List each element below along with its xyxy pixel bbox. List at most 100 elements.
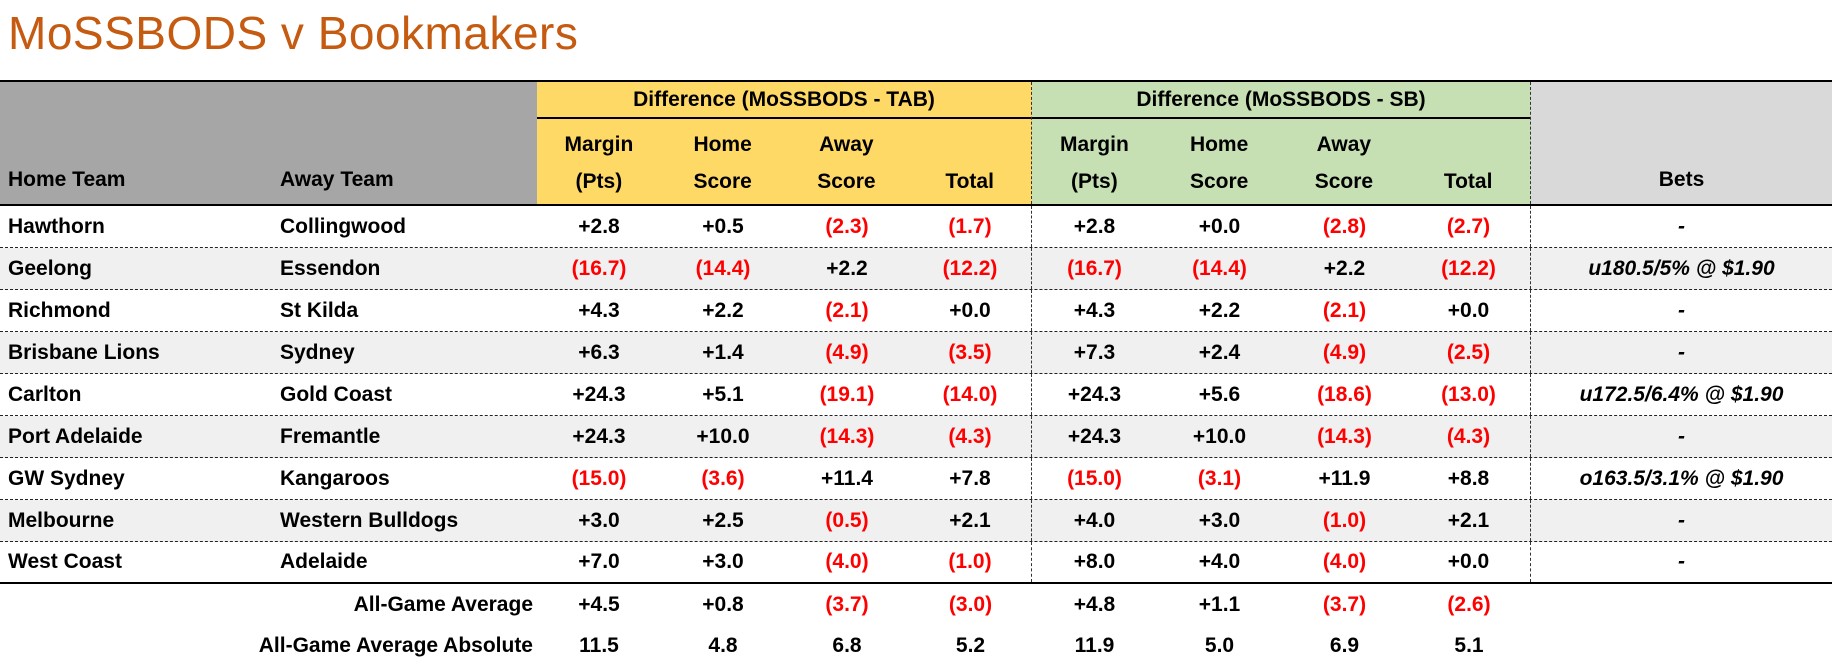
summary-row-average: All-Game Average +4.5 +0.8 (3.7) (3.0) +… (0, 584, 1832, 625)
tab-total-cell: +7.8 (909, 458, 1032, 499)
tab-subheaders: Margin (Pts) Home Score Away Score Total (537, 119, 1031, 204)
away-team-cell: St Kilda (280, 298, 359, 322)
tab-away-score-cell: +11.4 (821, 466, 873, 490)
column-header-tab-home-score: Home Score (693, 133, 752, 193)
sb-away-score-cell: (4.0) (1322, 550, 1367, 573)
sb-total-cell: (4.3) (1407, 416, 1531, 457)
column-header-tab-total: Total (945, 170, 994, 193)
tab-away-score-cell: (19.1) (819, 382, 875, 406)
page-title: MoSSBODS v Bookmakers (8, 7, 579, 59)
home-team-cell: Richmond (8, 298, 111, 322)
home-team-cell: Melbourne (8, 508, 115, 532)
table-row: Melbourne Western Bulldogs +3.0 +2.5 (0.… (0, 500, 1832, 542)
sb-home-score-cell: +10.0 (1192, 424, 1247, 448)
sb-total-avg: (2.6) (1447, 592, 1491, 616)
away-team-cell: Fremantle (280, 424, 381, 448)
comparison-table: Home Team Away Team Difference (MoSSBODS… (0, 80, 1832, 666)
tab-margin-cell: +24.3 (572, 382, 626, 406)
sb-away-score-cell: (2.1) (1322, 298, 1367, 322)
bets-cell: u172.5/6.4% @ $1.90 (1579, 382, 1784, 406)
sb-margin-cell: +7.3 (1073, 340, 1116, 364)
home-team-cell: Brisbane Lions (8, 340, 160, 364)
sb-margin-cell: +2.8 (1073, 214, 1116, 238)
sb-margin-avg-abs: 11.9 (1074, 633, 1115, 657)
home-team-cell: Carlton (8, 382, 82, 406)
tab-total-cell: (1.0) (909, 542, 1032, 582)
home-team-cell: Hawthorn (8, 214, 105, 238)
bets-cell: - (1678, 214, 1685, 238)
sb-total-cell: (12.2) (1407, 248, 1531, 289)
away-team-cell: Western Bulldogs (280, 508, 459, 532)
summary-label: All-Game Average (353, 592, 533, 616)
tab-total-avg: (3.0) (948, 592, 993, 616)
sb-away-score-cell: (4.9) (1322, 340, 1367, 364)
tab-margin-cell: +6.3 (578, 340, 620, 364)
tab-total-avg-abs: 5.2 (955, 633, 986, 657)
tab-home-score-cell: (14.4) (695, 256, 751, 280)
table-row: Port Adelaide Fremantle +24.3 +10.0 (14.… (0, 416, 1832, 458)
column-header-sb-total: Total (1443, 170, 1493, 193)
sb-subheaders: Margin (Pts) Home Score Away Score Total (1032, 119, 1530, 204)
bets-cell: - (1678, 508, 1685, 532)
tab-away-score-cell: (2.3) (825, 214, 869, 238)
bets-cell-empty (1531, 584, 1832, 625)
sb-away-score-avg-abs: 6.9 (1329, 633, 1360, 657)
table-row: Brisbane Lions Sydney +6.3 +1.4 (4.9) (3… (0, 332, 1832, 374)
header-group-sb: Difference (MoSSBODS - SB) Margin (Pts) … (1032, 82, 1531, 204)
tab-home-score-cell: +0.5 (702, 214, 744, 238)
tab-margin-avg-abs: 11.5 (579, 633, 619, 657)
sb-away-score-cell: (18.6) (1317, 382, 1372, 406)
sb-total-cell: (2.5) (1407, 332, 1531, 373)
tab-total-cell: (1.7) (909, 206, 1032, 247)
sb-home-score-cell: +2.4 (1198, 340, 1241, 364)
sb-margin-cell: +24.3 (1067, 382, 1122, 406)
column-header-sb-margin: Margin (Pts) (1059, 133, 1129, 193)
sb-total-cell: +2.1 (1407, 500, 1531, 541)
tab-margin-cell: +24.3 (572, 424, 626, 448)
tab-margin-cell: (15.0) (571, 466, 627, 490)
tab-away-score-cell: (14.3) (819, 424, 875, 448)
summary-row-average-absolute: All-Game Average Absolute 11.5 4.8 6.8 5… (0, 625, 1832, 666)
sb-margin-cell: (16.7) (1067, 256, 1122, 280)
bets-cell-empty (1531, 625, 1832, 666)
sb-home-score-avg: +1.1 (1198, 592, 1241, 616)
column-header-away-team: Away Team (280, 168, 394, 191)
sb-group-title: Difference (MoSSBODS - SB) (1032, 82, 1530, 119)
tab-home-score-cell: +10.0 (696, 424, 750, 448)
home-team-cell: West Coast (8, 550, 122, 573)
tab-total-cell: +0.0 (909, 290, 1032, 331)
sb-home-score-cell: (3.1) (1197, 466, 1242, 490)
sb-home-score-cell: (14.4) (1192, 256, 1247, 280)
home-team-cell: Geelong (8, 256, 93, 280)
sb-home-score-cell: +4.0 (1198, 550, 1241, 573)
sb-home-score-cell: +3.0 (1198, 508, 1241, 532)
bets-cell: o163.5/3.1% @ $1.90 (1579, 466, 1784, 490)
away-team-cell: Essendon (280, 256, 381, 280)
bets-cell: - (1678, 340, 1685, 364)
home-team-cell: Port Adelaide (8, 424, 143, 448)
sb-home-score-cell: +5.6 (1198, 382, 1241, 406)
tab-total-cell: (12.2) (909, 248, 1032, 289)
tab-margin-cell: +3.0 (578, 508, 620, 532)
away-team-cell: Collingwood (280, 214, 406, 238)
tab-away-score-avg-abs: 6.8 (832, 633, 862, 657)
sb-away-score-cell: (2.8) (1322, 214, 1367, 238)
tab-away-score-cell: (0.5) (825, 508, 869, 532)
summary-label: All-Game Average Absolute (258, 633, 533, 657)
tab-margin-cell: +4.3 (578, 298, 620, 322)
away-team-cell: Sydney (280, 340, 355, 364)
tab-margin-cell: (16.7) (571, 256, 627, 280)
tab-home-score-cell: +3.0 (702, 550, 744, 573)
tab-away-score-cell: +2.2 (826, 256, 868, 280)
header-group-tab: Difference (MoSSBODS - TAB) Margin (Pts)… (537, 82, 1032, 204)
sb-total-cell: (13.0) (1407, 374, 1531, 415)
tab-margin-cell: +7.0 (578, 550, 620, 573)
sb-away-score-cell: (1.0) (1322, 508, 1367, 532)
table-row: Hawthorn Collingwood +2.8 +0.5 (2.3) (1.… (0, 206, 1832, 248)
column-header-tab-margin: Margin (Pts) (564, 133, 634, 193)
tab-margin-cell: +2.8 (578, 214, 620, 238)
table-row: Carlton Gold Coast +24.3 +5.1 (19.1) (14… (0, 374, 1832, 416)
tab-total-cell: (14.0) (909, 374, 1032, 415)
sb-away-score-cell: +2.2 (1323, 256, 1366, 280)
tab-home-score-cell: +5.1 (702, 382, 744, 406)
